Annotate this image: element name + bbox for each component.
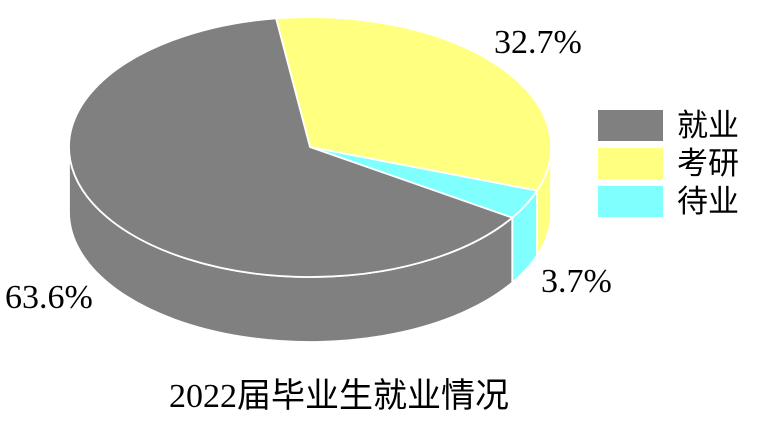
- legend-row-employed: 就业: [598, 110, 739, 141]
- legend-swatch-unemployed: [598, 186, 663, 217]
- legend-swatch-grad-school: [598, 148, 663, 179]
- legend-label-employed: 就业: [677, 108, 739, 143]
- legend-label-unemployed: 待业: [677, 184, 739, 219]
- legend-label-grad-school: 考研: [677, 146, 739, 181]
- slice-label-employed: 63.6%: [5, 279, 93, 316]
- legend-row-grad-school: 考研: [598, 148, 739, 179]
- slice-label-unemployed: 3.7%: [541, 263, 612, 300]
- legend: 就业 考研 待业: [598, 110, 739, 224]
- legend-row-unemployed: 待业: [598, 186, 739, 217]
- slice-label-grad-school: 32.7%: [494, 24, 582, 61]
- chart-title: 2022届毕业生就业情况: [169, 378, 509, 415]
- pie-slice-employed: [68, 17, 514, 278]
- pie-slice-grad-school: [275, 16, 552, 192]
- legend-swatch-employed: [598, 110, 663, 141]
